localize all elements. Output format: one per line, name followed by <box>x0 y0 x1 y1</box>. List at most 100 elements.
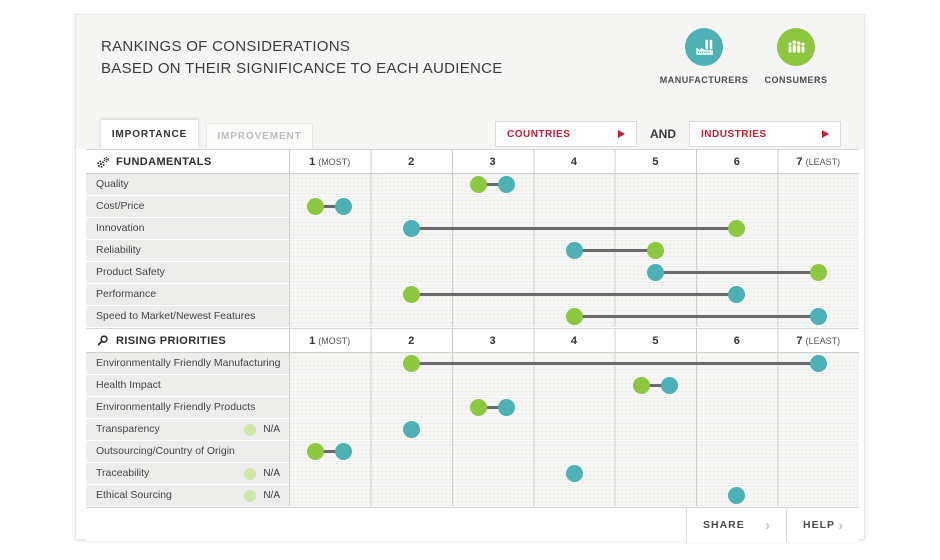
section-title: RISING PRIORITIES <box>86 329 289 352</box>
row-label: Speed to Market/Newest Features <box>86 306 289 327</box>
dumbbell-fundamentals[interactable] <box>289 174 859 195</box>
footer-bar: SHARE › HELP › <box>86 507 859 542</box>
magnifier-icon <box>97 334 108 346</box>
share-button[interactable]: SHARE › <box>686 508 786 542</box>
column-header: 2 <box>408 156 415 168</box>
manufacturers-dot[interactable] <box>498 399 516 416</box>
row-chart-cell <box>289 218 859 239</box>
dumbbell-fundamentals[interactable] <box>289 218 859 239</box>
manufacturers-dot[interactable] <box>402 220 420 237</box>
dumbbell-rising-priorities[interactable] <box>289 485 859 506</box>
dumbbell-rising-priorities[interactable] <box>289 353 859 374</box>
column-header: 4 <box>570 156 578 168</box>
row-label: Cost/Price <box>86 196 289 217</box>
connector-line <box>411 293 737 296</box>
manufacturers-dot[interactable] <box>498 176 516 193</box>
dumbbell-rising-priorities[interactable] <box>289 397 859 418</box>
row-label-text: Speed to Market/Newest Features <box>96 310 256 322</box>
row-label: Health Impact <box>86 375 289 396</box>
chevron-right-icon: › <box>765 517 770 533</box>
na-badge: N/A <box>244 463 280 484</box>
row-chart-cell <box>289 441 859 462</box>
rankings-table: FUNDAMENTALS 1 (MOST) 2 3 4 5 6 7 (LEAST) Qualit… <box>86 149 859 507</box>
consumers-dot[interactable] <box>470 399 488 416</box>
consumers-dot[interactable] <box>565 308 583 325</box>
section-title-text: RISING PRIORITIES <box>116 334 227 347</box>
column-header: 7 (LEAST) <box>796 335 841 347</box>
manufacturers-dot[interactable] <box>660 377 678 394</box>
section-title-text: FUNDAMENTALS <box>116 155 212 168</box>
table-row: Environmentally Friendly Manufacturing <box>86 353 859 374</box>
countries-dropdown[interactable]: COUNTRIES <box>495 121 637 147</box>
industries-dropdown[interactable]: INDUSTRIES <box>689 121 841 147</box>
connector-line <box>411 362 819 365</box>
manufacturers-dot[interactable] <box>565 465 583 482</box>
dumbbell-fundamentals[interactable] <box>289 284 859 305</box>
na-badge: N/A <box>244 419 280 440</box>
row-label: Product Safety <box>86 262 289 283</box>
row-label: Reliability <box>86 240 289 261</box>
manufacturers-dot[interactable] <box>402 421 420 438</box>
dumbbell-fundamentals[interactable] <box>289 196 859 217</box>
consumers-dot[interactable] <box>402 286 420 303</box>
dumbbell-rising-priorities[interactable] <box>289 375 859 396</box>
column-header: 4 <box>570 335 578 347</box>
na-label: N/A <box>263 490 280 501</box>
tab-importance[interactable]: IMPORTANCE <box>101 120 198 149</box>
row-label: Performance <box>86 284 289 305</box>
manufacturers-dot[interactable] <box>335 443 353 460</box>
audience-legend: MANUFACTURERS CONSUMERS <box>658 28 842 85</box>
row-chart-cell <box>289 240 859 261</box>
table-row: Outsourcing/Country of Origin <box>86 441 859 462</box>
na-label: N/A <box>263 424 280 435</box>
dumbbell-fundamentals[interactable] <box>289 306 859 327</box>
table-row: Ethical Sourcing N/A <box>86 485 859 506</box>
help-button[interactable]: HELP › <box>786 508 859 542</box>
table-row: Transparency N/A <box>86 419 859 440</box>
consumers-dot[interactable] <box>470 176 488 193</box>
column-header: 1 (MOST) <box>309 335 351 347</box>
column-header: 3 <box>489 156 496 168</box>
people-icon <box>777 28 815 66</box>
connector-line <box>574 249 656 252</box>
manufacturers-dot[interactable] <box>809 355 827 372</box>
column-header: 1 (MOST) <box>309 156 351 168</box>
tab-improvement[interactable]: IMPROVEMENT <box>206 123 313 149</box>
page-title: RANKINGS OF CONSIDERATIONS BASED ON THEI… <box>101 36 503 80</box>
column-header: 6 <box>733 156 740 168</box>
dumbbell-rising-priorities[interactable] <box>289 463 859 484</box>
consumers-dot[interactable] <box>809 264 827 281</box>
row-chart-cell <box>289 485 859 506</box>
consumers-dot[interactable] <box>728 220 746 237</box>
row-label: Quality <box>86 174 289 195</box>
countries-dropdown-label: COUNTRIES <box>507 128 571 140</box>
row-label: Transparency N/A <box>86 419 289 440</box>
dumbbell-fundamentals[interactable] <box>289 240 859 261</box>
title-line-2: BASED ON THEIR SIGNIFICANCE TO EACH AUDI… <box>101 60 503 77</box>
manufacturers-dot[interactable] <box>728 487 746 504</box>
legend-manufacturers: MANUFACTURERS <box>658 28 750 85</box>
dumbbell-rising-priorities[interactable] <box>289 441 859 462</box>
row-label-text: Environmentally Friendly Manufacturing <box>96 357 281 369</box>
manufacturers-dot[interactable] <box>335 198 353 215</box>
dumbbell-rising-priorities[interactable] <box>289 419 859 440</box>
row-label-text: Outsourcing/Country of Origin <box>96 445 235 457</box>
row-label-text: Ethical Sourcing <box>96 489 172 501</box>
consumers-dot[interactable] <box>632 377 650 394</box>
consumers-dot[interactable] <box>402 355 420 372</box>
manufacturers-dot[interactable] <box>809 308 827 325</box>
legend-consumers: CONSUMERS <box>750 28 842 85</box>
row-label-text: Health Impact <box>96 379 161 391</box>
consumers-dot[interactable] <box>307 443 325 460</box>
consumers-dot[interactable] <box>307 198 325 215</box>
row-label-text: Traceability <box>96 467 150 479</box>
column-header: 6 <box>733 335 740 347</box>
dumbbell-fundamentals[interactable] <box>289 262 859 283</box>
row-chart-cell <box>289 196 859 217</box>
manufacturers-dot[interactable] <box>728 286 746 303</box>
column-header: 5 <box>652 335 659 347</box>
manufacturers-dot[interactable] <box>646 264 664 281</box>
consumers-dot[interactable] <box>646 242 664 259</box>
row-label-text: Environmentally Friendly Products <box>96 401 256 413</box>
manufacturers-dot[interactable] <box>565 242 583 259</box>
